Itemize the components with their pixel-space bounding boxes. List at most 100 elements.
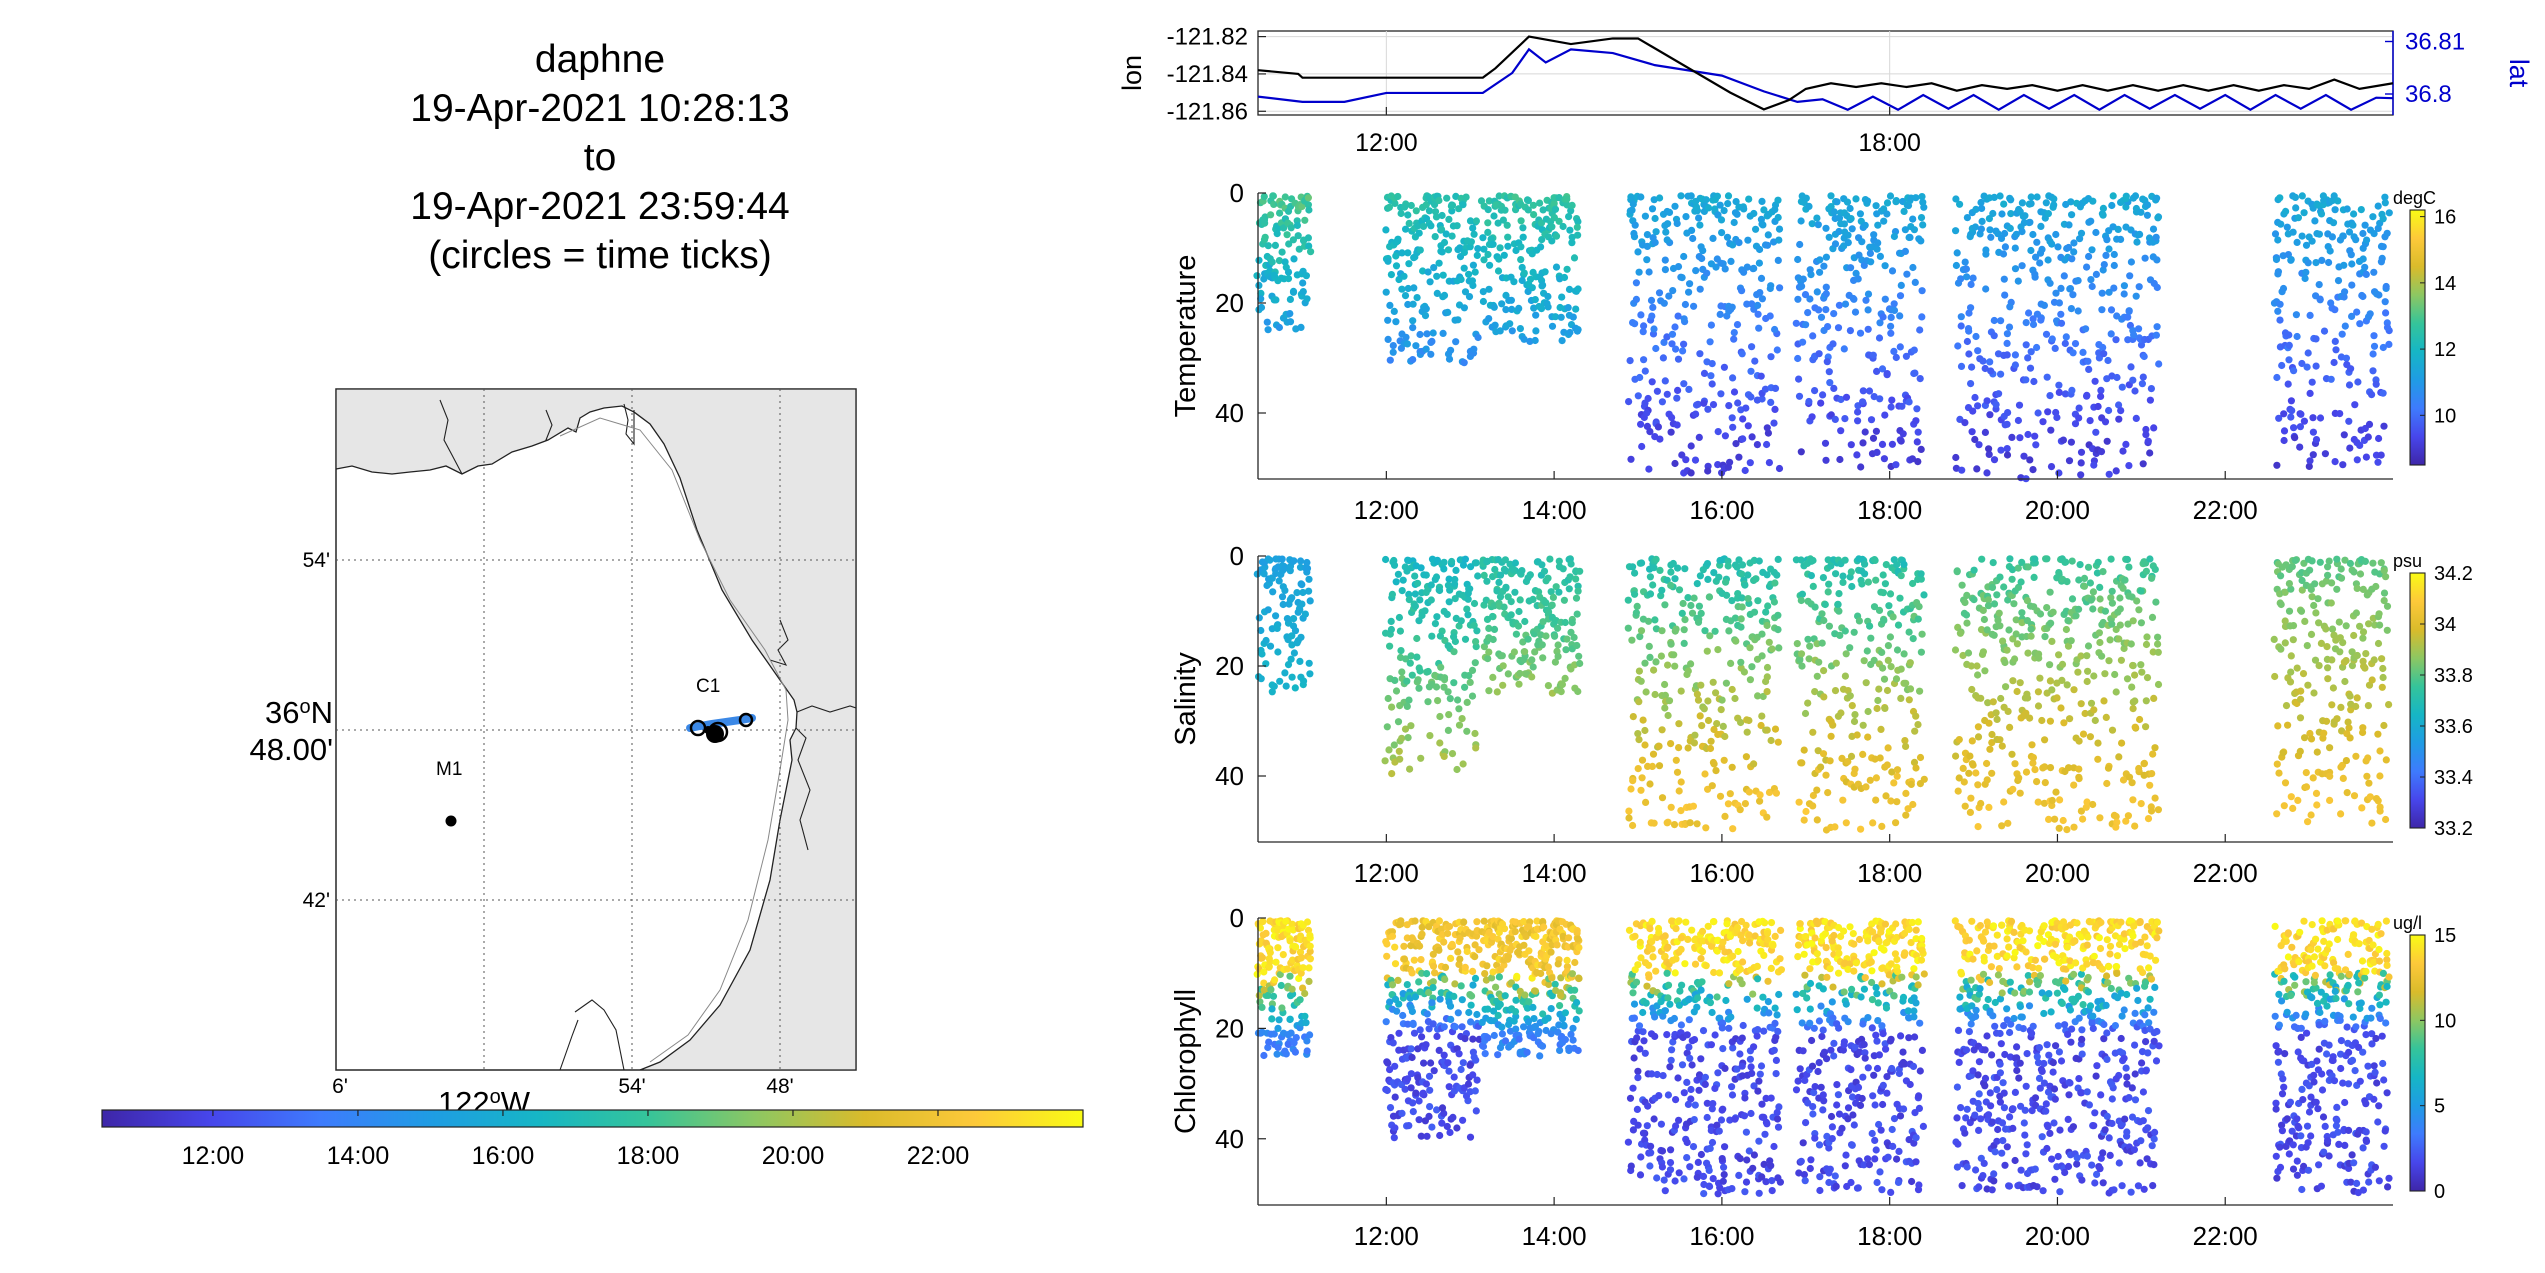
temperature-data-point [1480, 245, 1488, 253]
temperature-data-point [1295, 245, 1303, 253]
temperature-data-point [1639, 328, 1647, 336]
salinity-data-point [2002, 683, 2010, 691]
temperature-data-point [1724, 192, 1733, 200]
temperature-data-point [2141, 254, 2149, 262]
salinity-data-point [2009, 677, 2017, 685]
salinity-data-point [1673, 768, 1682, 776]
temperature-data-point [2277, 220, 2285, 228]
temperature-data-point [1952, 453, 1960, 462]
salinity-data-point [1641, 726, 1649, 735]
temperature-data-point [1748, 433, 1756, 441]
salinity-data-point [1646, 653, 1654, 662]
chlorophyll-data-point [1721, 1064, 1729, 1072]
salinity-data-point [2063, 578, 2071, 586]
chlorophyll-data-point [1408, 969, 1416, 977]
salinity-data-point [2027, 625, 2035, 633]
temperature-data-point [1986, 226, 1994, 234]
salinity-data-point [2072, 612, 2080, 620]
salinity-data-point [1737, 623, 1745, 631]
temperature-data-point [2369, 367, 2377, 375]
chlorophyll-data-point [1706, 1182, 1714, 1191]
temperature-data-point [1866, 249, 1874, 257]
salinity-data-point [1394, 570, 1402, 578]
salinity-data-point [2337, 574, 2346, 582]
temperature-data-point [1758, 295, 1766, 303]
temperature-data-point [1799, 338, 1807, 346]
temperature-data-point [1443, 194, 1451, 202]
salinity-data-point [1715, 573, 1723, 581]
temperature-data-point [1883, 199, 1892, 207]
salinity-data-point [1544, 682, 1552, 690]
salinity-data-point [1516, 669, 1524, 678]
temperature-data-point [1673, 421, 1681, 429]
temperature-data-point [2353, 456, 2361, 464]
temperature-data-point [1687, 192, 1695, 200]
temperature-data-point [1892, 461, 1900, 469]
salinity-data-point [2342, 622, 2350, 630]
salinity-data-point [1395, 613, 1403, 622]
salinity-data-point [1897, 665, 1905, 673]
temperature-data-point [1747, 393, 1755, 401]
temperature-data-point [2285, 331, 2293, 339]
temperature-data-point [2312, 362, 2320, 370]
salinity-data-point [2339, 639, 2347, 647]
salinity-data-point [1398, 734, 1406, 742]
salinity-data-point [1436, 632, 1444, 640]
salinity-data-point [1466, 678, 1474, 687]
salinity-data-point [2111, 670, 2119, 679]
chlorophyll-data-point [1274, 1043, 1282, 1051]
salinity-data-point [2118, 739, 2126, 747]
temperature-data-point [2117, 407, 2125, 415]
temperature-data-point [1755, 324, 1763, 332]
temperature-data-point [2149, 225, 2158, 233]
salinity-data-point [1464, 595, 1472, 603]
salinity-data-point [2286, 678, 2295, 686]
salinity-data-point [1427, 596, 1435, 604]
temperature-data-point [2110, 284, 2118, 292]
temperature-data-point [1733, 321, 1742, 329]
salinity-data-point [2361, 664, 2369, 672]
temperature-x-tick-label: 14:00 [1522, 495, 1587, 525]
salinity-data-point [2022, 768, 2031, 776]
temperature-data-point [1484, 219, 1492, 227]
salinity-data-point [1489, 635, 1497, 644]
temperature-data-point [1733, 210, 1741, 218]
temperature-data-point [1640, 322, 1648, 330]
chlorophyll-data-point [1530, 1015, 1538, 1023]
salinity-data-point [2374, 639, 2383, 648]
salinity-data-point [2075, 773, 2083, 781]
temperature-data-point [2285, 341, 2293, 349]
salinity-data-point [1827, 732, 1835, 740]
lon-axis-label: lon [1117, 55, 1147, 91]
temperature-data-point [1716, 201, 1724, 209]
temperature-data-point [1806, 295, 1814, 303]
chlorophyll-data-point [1645, 973, 1653, 982]
temperature-data-point [2097, 448, 2106, 456]
salinity-data-point [1901, 737, 1909, 745]
temperature-data-point [1987, 233, 1995, 241]
temperature-data-point [1892, 353, 1900, 362]
salinity-data-point [1288, 594, 1296, 602]
lon-tick-label: -121.86 [1167, 98, 1248, 125]
salinity-data-point [1866, 776, 1874, 784]
salinity-data-point [1893, 561, 1901, 569]
salinity-data-point [1440, 558, 1448, 566]
temperature-data-point [1899, 430, 1907, 438]
temperature-data-point [2125, 462, 2133, 470]
chlorophyll-data-point [1693, 1173, 1701, 1181]
temperature-data-point [2142, 431, 2150, 439]
temperature-data-point [1879, 313, 1887, 321]
salinity-data-point [1758, 712, 1766, 720]
salinity-data-point [1754, 597, 1762, 605]
temperature-data-point [2132, 292, 2140, 300]
temperature-data-point [2101, 418, 2110, 426]
temperature-data-point [1574, 218, 1582, 226]
salinity-data-point [1632, 609, 1640, 617]
salinity-data-point [1291, 627, 1300, 635]
salinity-data-point [1916, 687, 1924, 695]
chlorophyll-data-point [1634, 1067, 1642, 1075]
temperature-data-point [1971, 435, 1979, 444]
temperature-data-point [2094, 402, 2102, 411]
temperature-data-point [1636, 373, 1644, 382]
chlorophyll-data-point [1451, 980, 1459, 988]
